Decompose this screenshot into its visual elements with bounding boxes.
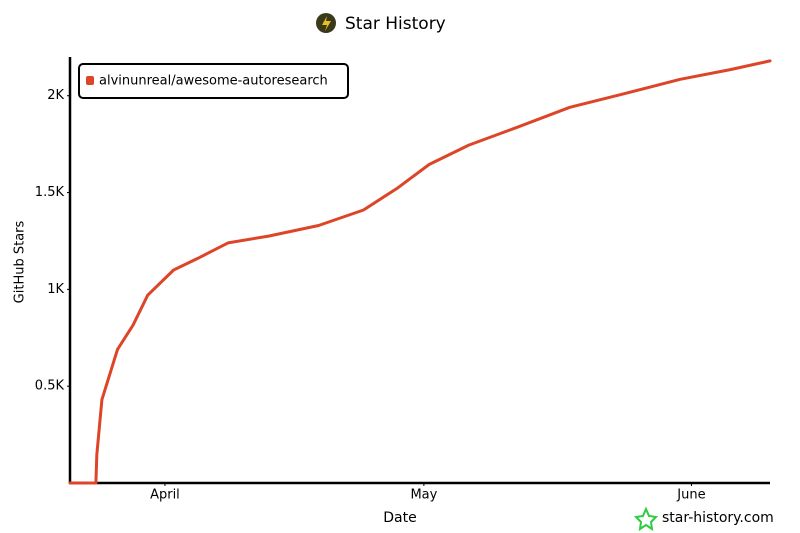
y-tick-label: 1.5K bbox=[35, 185, 65, 200]
y-axis-label: GitHub Stars bbox=[13, 220, 28, 303]
x-tick-label: May bbox=[410, 488, 437, 503]
series-line bbox=[68, 59, 772, 485]
y-tick-label: 0.5K bbox=[35, 379, 65, 394]
x-axis-label: Date bbox=[383, 510, 416, 526]
legend-swatch bbox=[86, 76, 94, 85]
watermark-logo bbox=[633, 506, 659, 532]
y-tick-label: 1K bbox=[47, 282, 64, 297]
legend-label: alvinunreal/awesome-autoresearch bbox=[99, 74, 328, 89]
legend-box bbox=[78, 63, 349, 99]
watermark: star-history.com bbox=[662, 510, 774, 526]
x-tick-label: April bbox=[150, 488, 180, 503]
title-logo-bolt bbox=[322, 16, 331, 31]
x-tick-label: June bbox=[676, 488, 705, 503]
y-tick-label: 2K bbox=[47, 88, 64, 103]
chart-title: Star History bbox=[345, 14, 446, 34]
